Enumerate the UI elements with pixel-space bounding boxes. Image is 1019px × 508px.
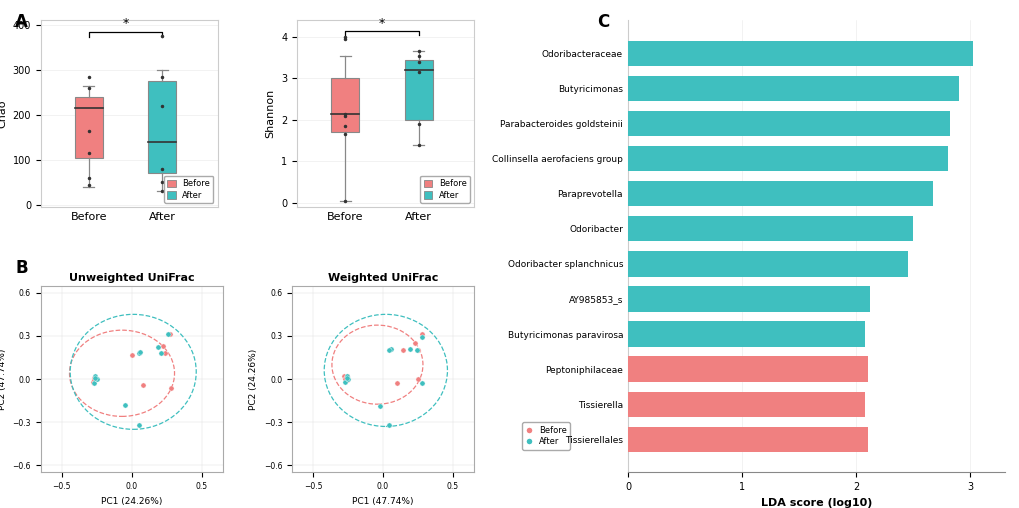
Text: B: B	[15, 259, 28, 277]
Point	[336, 375, 353, 383]
Bar	[74, 97, 103, 157]
Bar	[628, 146, 947, 171]
Legend: Before, After: Before, After	[420, 176, 470, 203]
Point	[394, 346, 411, 355]
Point	[131, 347, 148, 356]
Point	[339, 375, 356, 383]
Bar	[628, 357, 867, 382]
Point	[380, 421, 396, 429]
Bar	[628, 392, 864, 417]
Bar	[628, 287, 869, 311]
Text: *: *	[378, 17, 385, 30]
Point	[338, 372, 355, 380]
Point	[86, 373, 102, 382]
Point	[130, 421, 147, 429]
Bar	[331, 78, 359, 133]
Bar	[628, 251, 907, 276]
Bar	[628, 111, 949, 136]
Title: Weighted UniFrac: Weighted UniFrac	[327, 273, 438, 283]
Point	[160, 330, 176, 338]
Point	[380, 346, 396, 355]
Y-axis label: Chao: Chao	[0, 100, 7, 128]
Point	[88, 372, 104, 380]
Point	[414, 379, 430, 388]
Bar	[628, 322, 864, 346]
Bar	[628, 76, 958, 101]
Point	[157, 349, 173, 357]
Point	[388, 379, 405, 388]
Point	[407, 339, 423, 347]
Y-axis label: PC2 (24.26%): PC2 (24.26%)	[249, 348, 258, 409]
Point	[150, 343, 166, 352]
Point	[401, 345, 418, 353]
Point	[116, 401, 132, 409]
Point	[410, 346, 426, 355]
Point	[153, 349, 169, 357]
Point	[86, 379, 102, 388]
Point	[338, 376, 355, 385]
Point	[163, 384, 179, 392]
Y-axis label: Shannon: Shannon	[265, 89, 275, 138]
Point	[414, 330, 430, 338]
Point	[123, 351, 140, 359]
Point	[338, 373, 355, 382]
Point	[130, 349, 147, 357]
Bar	[628, 41, 972, 66]
Point	[85, 378, 101, 386]
Point	[88, 373, 104, 382]
Legend: Before, After: Before, After	[164, 176, 213, 203]
Point	[408, 346, 424, 355]
Point	[86, 376, 102, 385]
Text: C: C	[597, 13, 609, 30]
Point	[88, 375, 104, 383]
X-axis label: PC1 (47.74%): PC1 (47.74%)	[352, 497, 414, 506]
Point	[372, 402, 388, 410]
Point	[410, 375, 426, 383]
Bar	[405, 60, 432, 120]
X-axis label: LDA score (log10): LDA score (log10)	[760, 498, 871, 507]
Point	[161, 330, 177, 338]
Point	[89, 375, 105, 383]
Title: Unweighted UniFrac: Unweighted UniFrac	[69, 273, 195, 283]
Point	[154, 342, 170, 350]
Bar	[148, 81, 176, 173]
Y-axis label: PC2 (47.74%): PC2 (47.74%)	[0, 348, 7, 410]
Bar	[628, 427, 867, 452]
Point	[336, 378, 353, 386]
Text: A: A	[15, 13, 29, 30]
Point	[383, 345, 399, 353]
Point	[414, 333, 430, 341]
Text: *: *	[122, 17, 128, 30]
Bar	[628, 216, 912, 241]
Point	[335, 372, 352, 380]
Legend: Before, After: Before, After	[522, 423, 570, 450]
Bar	[628, 181, 931, 206]
Point	[338, 372, 355, 380]
X-axis label: PC1 (24.26%): PC1 (24.26%)	[101, 497, 162, 506]
Point	[135, 380, 151, 389]
